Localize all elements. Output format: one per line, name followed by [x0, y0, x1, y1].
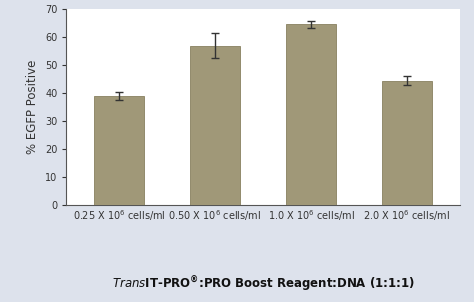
Bar [286, 24, 336, 205]
Bar [94, 96, 144, 205]
Bar [190, 46, 240, 205]
Y-axis label: % EGFP Positive: % EGFP Positive [27, 60, 39, 154]
Text: $\mathit{Trans}$IT-PRO$^\mathregular{\circledR}$:PRO Boost Reagent:DNA (1:1:1): $\mathit{Trans}$IT-PRO$^\mathregular{\ci… [112, 275, 414, 293]
Bar [382, 81, 432, 205]
